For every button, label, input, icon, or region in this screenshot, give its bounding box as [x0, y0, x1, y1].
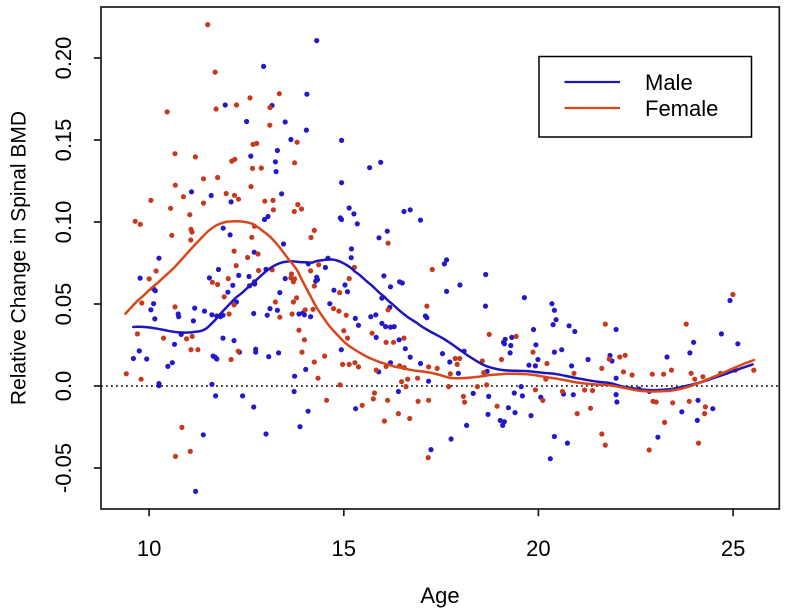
svg-text:Male: Male — [645, 70, 693, 95]
svg-text:10: 10 — [137, 536, 161, 561]
svg-text:-0.05: -0.05 — [51, 443, 76, 493]
svg-text:0.0: 0.0 — [51, 371, 76, 402]
svg-text:15: 15 — [332, 536, 356, 561]
svg-text:0.20: 0.20 — [51, 37, 76, 80]
svg-text:0.05: 0.05 — [51, 283, 76, 326]
svg-text:20: 20 — [526, 536, 550, 561]
svg-text:Female: Female — [645, 96, 718, 121]
svg-text:Age: Age — [420, 583, 459, 608]
svg-text:25: 25 — [721, 536, 745, 561]
svg-text:Relative Change in Spinal BMD: Relative Change in Spinal BMD — [8, 111, 31, 405]
svg-text:0.15: 0.15 — [51, 119, 76, 162]
svg-text:0.10: 0.10 — [51, 201, 76, 244]
